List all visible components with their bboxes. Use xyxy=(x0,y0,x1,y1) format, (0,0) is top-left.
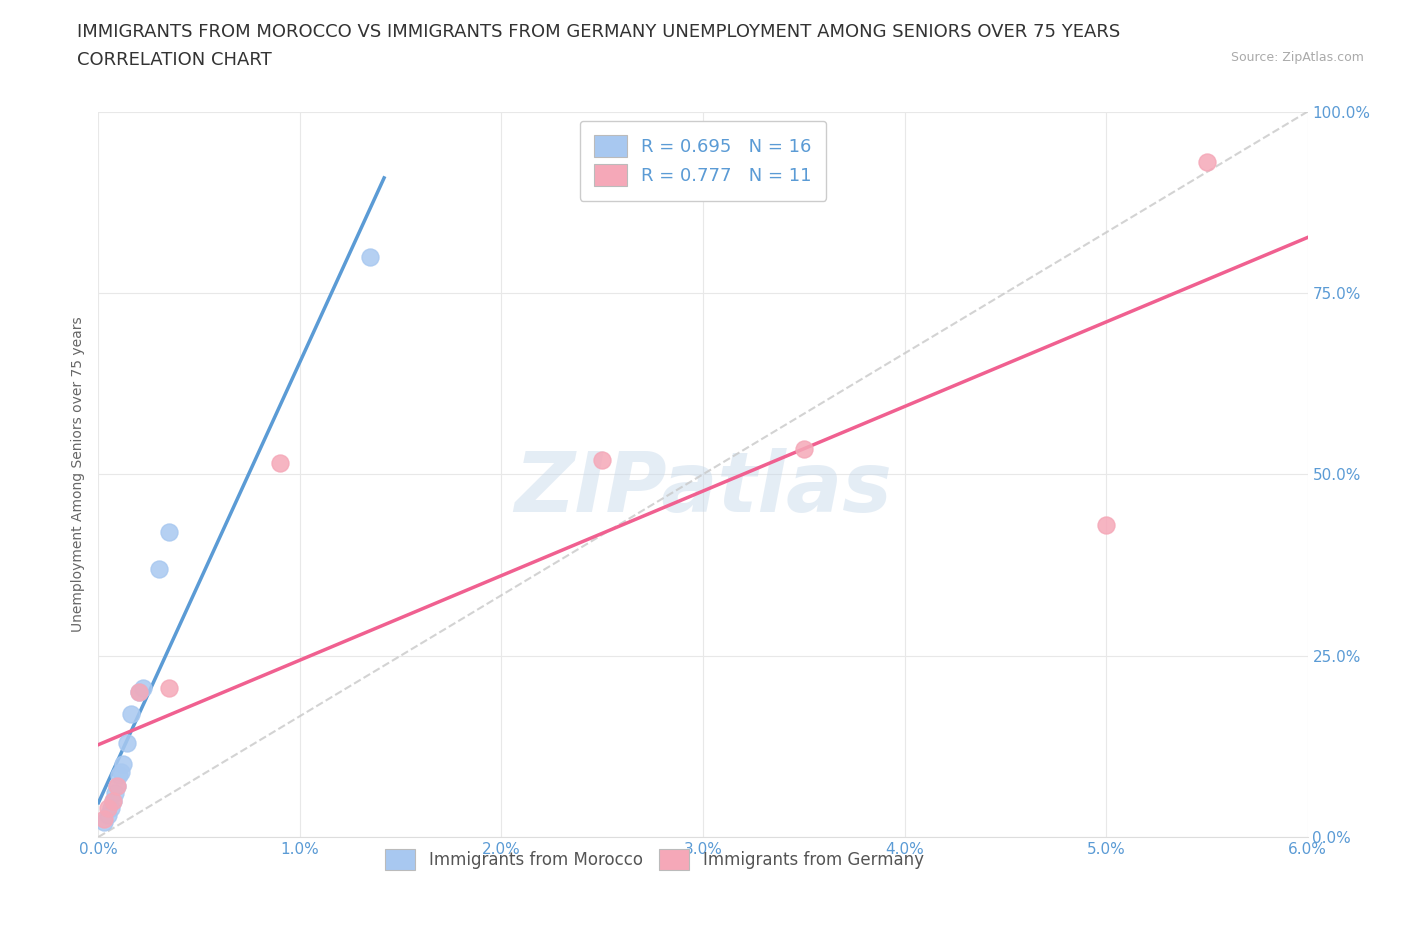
Point xyxy=(101,793,124,808)
Point xyxy=(148,561,170,576)
Point xyxy=(128,684,150,699)
Point xyxy=(110,764,132,779)
Legend: Immigrants from Morocco, Immigrants from Germany: Immigrants from Morocco, Immigrants from… xyxy=(373,836,938,884)
Point xyxy=(157,525,180,539)
Point xyxy=(93,815,115,830)
Point xyxy=(115,736,138,751)
Point xyxy=(101,793,124,808)
Point xyxy=(105,778,128,793)
Point xyxy=(97,808,120,823)
Y-axis label: Unemployment Among Seniors over 75 years: Unemployment Among Seniors over 75 years xyxy=(70,316,84,632)
Point xyxy=(107,768,129,783)
Point xyxy=(360,249,382,264)
Point xyxy=(793,442,815,457)
Text: IMMIGRANTS FROM MOROCCO VS IMMIGRANTS FROM GERMANY UNEMPLOYMENT AMONG SENIORS OV: IMMIGRANTS FROM MOROCCO VS IMMIGRANTS FR… xyxy=(77,23,1121,41)
Point xyxy=(269,456,291,471)
Point xyxy=(120,706,142,721)
Point xyxy=(132,681,155,696)
Point xyxy=(100,801,122,816)
Point xyxy=(93,811,115,827)
Text: CORRELATION CHART: CORRELATION CHART xyxy=(77,51,273,69)
Point xyxy=(157,681,180,696)
Point xyxy=(128,684,150,699)
Point xyxy=(591,452,613,467)
Text: ZIPatlas: ZIPatlas xyxy=(515,448,891,529)
Point xyxy=(1095,518,1118,533)
Text: Source: ZipAtlas.com: Source: ZipAtlas.com xyxy=(1230,51,1364,64)
Point xyxy=(105,778,128,793)
Point xyxy=(111,757,134,772)
Point xyxy=(97,801,120,816)
Point xyxy=(103,786,125,801)
Point xyxy=(1195,155,1218,170)
